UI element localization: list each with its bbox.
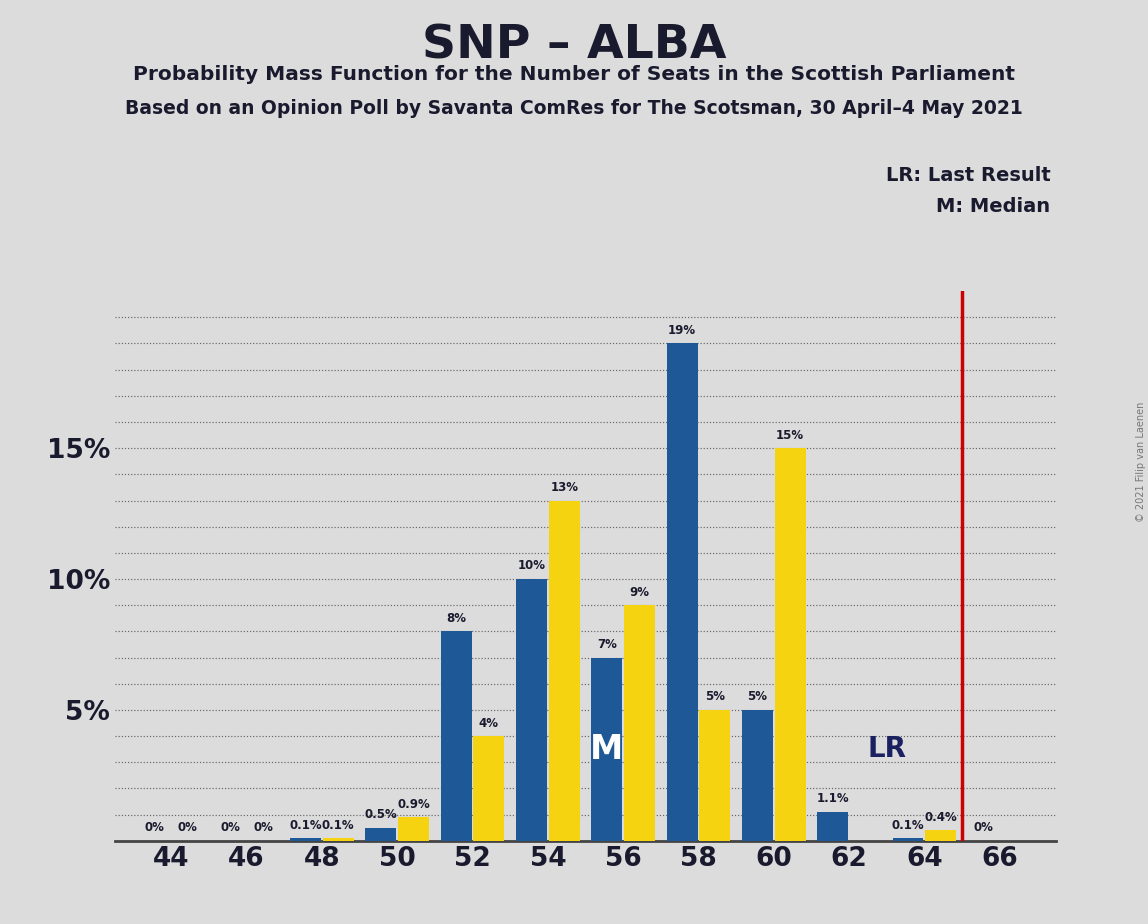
Bar <box>775 448 806 841</box>
Text: Based on an Opinion Poll by Savanta ComRes for The Scotsman, 30 April–4 May 2021: Based on an Opinion Poll by Savanta ComR… <box>125 99 1023 118</box>
Text: 0.9%: 0.9% <box>397 797 430 810</box>
Bar <box>365 828 396 841</box>
Text: 0.1%: 0.1% <box>289 819 321 832</box>
Text: 1.1%: 1.1% <box>816 793 850 806</box>
Bar <box>515 579 546 841</box>
Text: 5%: 5% <box>705 690 724 703</box>
Text: 10%: 10% <box>518 560 545 573</box>
Text: LR: Last Result: LR: Last Result <box>885 166 1050 186</box>
Bar <box>699 710 730 841</box>
Bar <box>591 658 622 841</box>
Text: 0.1%: 0.1% <box>892 819 924 832</box>
Text: 0%: 0% <box>253 821 273 834</box>
Text: 0.1%: 0.1% <box>321 819 355 832</box>
Text: 5%: 5% <box>747 690 767 703</box>
Bar <box>549 501 580 841</box>
Bar <box>441 631 472 841</box>
Text: 0%: 0% <box>974 821 993 834</box>
Text: © 2021 Filip van Laenen: © 2021 Filip van Laenen <box>1135 402 1146 522</box>
Text: 0%: 0% <box>178 821 197 834</box>
Text: LR: LR <box>868 736 907 763</box>
Bar <box>398 818 429 841</box>
Text: 7%: 7% <box>597 638 616 651</box>
Text: M: M <box>590 733 623 766</box>
Text: SNP – ALBA: SNP – ALBA <box>421 23 727 68</box>
Bar <box>667 344 698 841</box>
Text: 9%: 9% <box>629 586 650 599</box>
Text: 0%: 0% <box>220 821 240 834</box>
Bar <box>290 838 321 841</box>
Bar <box>323 838 354 841</box>
Text: 13%: 13% <box>550 481 579 494</box>
Bar <box>473 736 504 841</box>
Text: 19%: 19% <box>668 324 696 337</box>
Text: 0.4%: 0.4% <box>924 811 957 824</box>
Text: 0%: 0% <box>145 821 165 834</box>
Bar <box>925 831 956 841</box>
Text: Probability Mass Function for the Number of Seats in the Scottish Parliament: Probability Mass Function for the Number… <box>133 65 1015 84</box>
Text: 15%: 15% <box>776 429 805 442</box>
Text: M: Median: M: Median <box>937 197 1050 216</box>
Bar <box>625 605 656 841</box>
Bar <box>817 812 848 841</box>
Text: 0.5%: 0.5% <box>364 808 397 821</box>
Text: 4%: 4% <box>479 717 499 730</box>
Bar <box>742 710 773 841</box>
Text: 8%: 8% <box>447 612 466 625</box>
Bar <box>892 838 923 841</box>
